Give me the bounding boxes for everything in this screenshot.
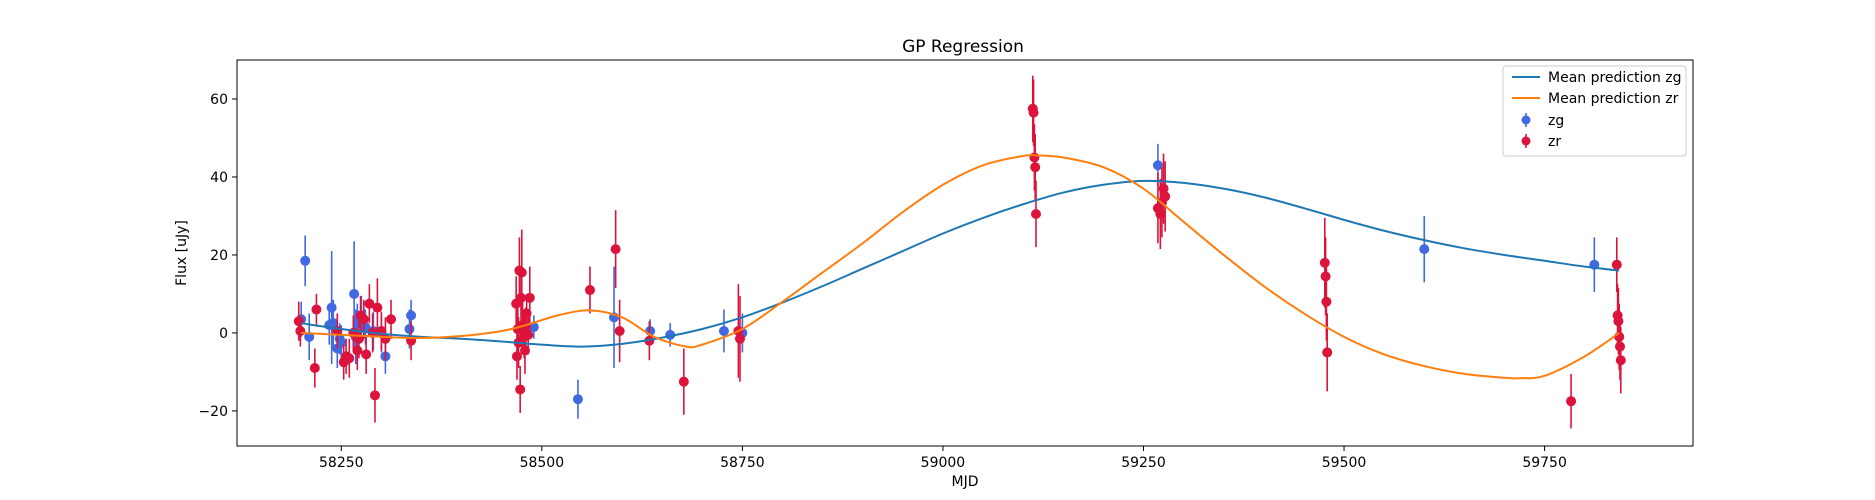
data-point-zr (1029, 152, 1040, 163)
data-point-zr (361, 349, 372, 360)
data-point-zr (1319, 257, 1330, 268)
x-axis-label: MJD (952, 474, 979, 490)
data-point-zg (1152, 160, 1163, 171)
data-point-zr (515, 292, 526, 303)
data-point-zr (515, 384, 526, 395)
x-tick-label: 59250 (1121, 455, 1166, 471)
data-point-zr (1614, 341, 1625, 352)
axes-frame (236, 59, 1694, 447)
data-point-zr (1028, 107, 1039, 118)
data-point-zr (344, 353, 355, 364)
data-point-zr (293, 316, 304, 327)
data-point-zr (309, 363, 320, 374)
data-point-zr (521, 308, 532, 319)
data-point-zg (360, 322, 371, 333)
data-point-zr (1030, 209, 1041, 220)
data-point-zr (584, 285, 595, 296)
data-point-zr (734, 333, 745, 344)
y-tick-label: 20 (210, 248, 228, 264)
data-point-zr (295, 325, 306, 336)
data-point-zr (524, 292, 535, 303)
data-point-zr (678, 376, 689, 387)
data-point-zr (369, 390, 380, 401)
x-tick-label: 59000 (921, 455, 966, 471)
data-point-zr (1320, 271, 1331, 282)
x-tick-label: 59750 (1522, 455, 1567, 471)
legend-marker-swatch (1521, 136, 1531, 146)
data-point-zg (300, 255, 311, 266)
y-tick-label: −20 (198, 404, 228, 420)
x-tick-label: 59500 (1322, 455, 1367, 471)
legend-marker-swatch (1521, 115, 1531, 125)
y-tick-label: 0 (219, 326, 228, 342)
data-point-zg (326, 302, 337, 313)
plot-area (293, 75, 1626, 429)
mean-prediction-line-zg (301, 179, 1620, 348)
series-zg (296, 143, 1600, 419)
data-point-zr (311, 304, 322, 315)
data-point-zr (1615, 355, 1626, 366)
data-point-zr (1030, 162, 1041, 173)
data-point-zr (1611, 259, 1622, 270)
x-tick-label: 58500 (520, 455, 565, 471)
mean-prediction-line-zr (301, 154, 1620, 380)
data-point-zr (364, 298, 375, 309)
legend-label: Mean prediction zr (1548, 91, 1679, 107)
legend-label: Mean prediction zg (1548, 70, 1682, 86)
data-point-zr (523, 329, 534, 340)
data-point-zr (352, 345, 363, 356)
data-point-zr (386, 314, 397, 325)
x-axis: 58250 58500 58750 59000 59250 59500 59750 (319, 446, 1567, 471)
x-tick-label: 58250 (319, 455, 364, 471)
chart-title: GP Regression (902, 37, 1024, 57)
data-point-zr (1160, 191, 1171, 202)
data-point-zg (718, 325, 729, 336)
data-point-zr (1158, 183, 1169, 194)
data-point-zr (516, 267, 527, 278)
data-point-zr (610, 244, 621, 255)
data-point-zr (372, 302, 383, 313)
data-point-zr (358, 314, 369, 325)
data-point-zg (349, 288, 360, 299)
data-point-zr (1566, 396, 1577, 407)
data-point-zg (572, 394, 583, 405)
data-point-zr (1613, 316, 1624, 327)
y-tick-label: 40 (210, 170, 228, 186)
data-point-zr (1322, 347, 1333, 358)
legend-label: zg (1548, 113, 1564, 129)
data-point-zg (328, 318, 339, 329)
series-zr (293, 75, 1626, 429)
x-tick-label: 58750 (720, 455, 765, 471)
data-point-zg (528, 322, 539, 333)
y-axis-label: Flux [uJy] (174, 220, 190, 286)
y-tick-label: 60 (210, 92, 228, 108)
data-point-zg (406, 310, 417, 321)
data-point-zr (519, 345, 530, 356)
data-point-zr (614, 325, 625, 336)
data-point-zr (1321, 296, 1332, 307)
legend: Mean prediction zg Mean prediction zr zg zr (1502, 65, 1687, 157)
data-point-zg (404, 324, 415, 335)
legend-box (1502, 65, 1687, 157)
y-axis: −20 0 20 40 60 (198, 92, 237, 420)
data-point-zr (511, 351, 522, 362)
data-point-zg (1419, 244, 1430, 255)
data-point-zr (1155, 209, 1166, 220)
legend-label: zr (1548, 134, 1561, 150)
